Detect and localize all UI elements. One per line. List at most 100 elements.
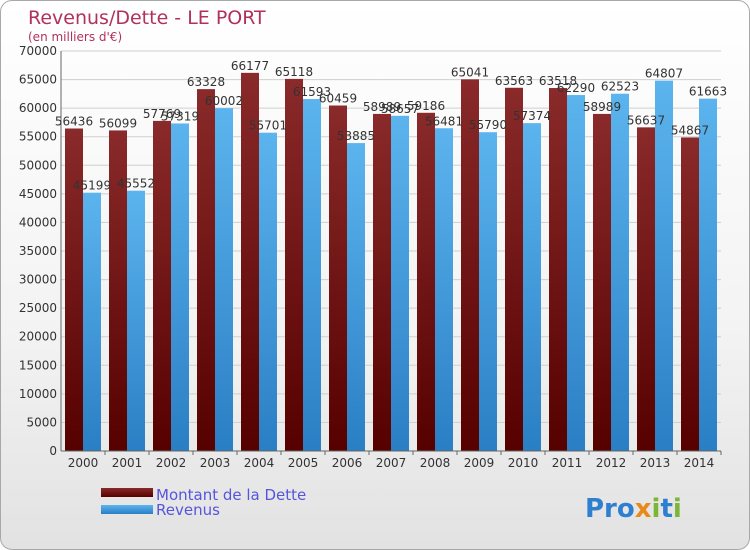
bar-revenus — [699, 98, 717, 451]
y-tick-label: 65000 — [19, 73, 57, 87]
x-tick-label: 2000 — [68, 456, 99, 470]
bar-revenus — [127, 190, 145, 451]
x-tick-label: 2005 — [288, 456, 319, 470]
x-tick-label: 2006 — [332, 456, 363, 470]
data-label: 65041 — [451, 65, 489, 79]
bars — [65, 72, 717, 452]
x-tick-label: 2002 — [156, 456, 187, 470]
bar-revenus — [479, 132, 497, 451]
x-tick-label: 2008 — [420, 456, 451, 470]
bar-revenus — [215, 108, 233, 451]
data-label: 63518 — [539, 74, 577, 88]
bar-dette — [285, 78, 303, 451]
x-tick-label: 2011 — [552, 456, 583, 470]
bar-revenus — [171, 123, 189, 451]
data-label: 45199 — [73, 179, 111, 193]
y-tick-label: 20000 — [19, 330, 57, 344]
bar-dette — [153, 120, 171, 452]
x-tick-label: 2010 — [508, 456, 539, 470]
y-tick-label: 15000 — [19, 358, 57, 372]
data-label: 63328 — [187, 75, 225, 89]
data-label: 57769 — [143, 107, 181, 121]
data-label: 55790 — [469, 118, 507, 132]
y-tick-label: 70000 — [19, 44, 57, 58]
x-tick-label: 2001 — [112, 456, 143, 470]
x-tick-label: 2004 — [244, 456, 275, 470]
data-label: 60002 — [205, 94, 243, 108]
logo-text: Proxiti — [585, 494, 682, 524]
legend: Montant de la Dette Revenus — [101, 486, 306, 519]
bar-dette — [461, 79, 479, 451]
data-label: 54867 — [671, 123, 709, 137]
bar-dette — [681, 137, 699, 451]
y-tick-label: 35000 — [19, 244, 57, 258]
y-tick-label: 60000 — [19, 101, 57, 115]
data-label: 56099 — [99, 116, 137, 130]
bar-revenus — [655, 80, 673, 451]
legend-label-revenus: Revenus — [156, 501, 220, 519]
data-label: 58657 — [381, 102, 419, 116]
legend-swatch-revenus — [101, 505, 153, 514]
y-tick-label: 30000 — [19, 273, 57, 287]
data-label: 62523 — [601, 80, 639, 94]
bar-dette — [373, 113, 391, 452]
bar-dette — [241, 72, 259, 452]
x-tick-label: 2014 — [684, 456, 715, 470]
y-tick-label: 10000 — [19, 387, 57, 401]
bar-dette — [417, 112, 435, 452]
chart-title: Revenus/Dette - LE PORT — [28, 7, 266, 29]
data-label: 59186 — [407, 99, 445, 113]
data-label: 56481 — [425, 114, 463, 128]
bar-dette — [637, 127, 655, 452]
y-tick-label: 50000 — [19, 158, 57, 172]
data-label: 61593 — [293, 85, 331, 99]
data-label: 55701 — [249, 119, 287, 133]
chart-subtitle: (en milliers d'€) — [28, 30, 122, 44]
data-label: 63563 — [495, 74, 533, 88]
data-label: 60459 — [319, 92, 357, 106]
x-tick-label: 2007 — [376, 456, 407, 470]
x-tick-label: 2003 — [200, 456, 231, 470]
data-label: 65118 — [275, 65, 313, 79]
bar-dette — [505, 87, 523, 451]
bar-revenus — [567, 95, 585, 452]
y-tick-label: 55000 — [19, 130, 57, 144]
y-tick-label: 45000 — [19, 187, 57, 201]
axes: 0 5000 10000 15000 20000 25000 30000 35000 40000… — [19, 44, 722, 470]
bar-dette — [329, 105, 347, 452]
bar-dette — [549, 88, 567, 451]
bar-revenus — [303, 99, 321, 451]
data-label: 61663 — [689, 85, 727, 99]
data-label: 45552 — [117, 177, 155, 191]
data-label: 57319 — [161, 109, 199, 123]
data-label: 53885 — [337, 129, 375, 143]
data-label: 56436 — [55, 115, 93, 129]
legend-swatch-debt — [101, 488, 153, 497]
bar-dette — [593, 113, 611, 452]
bar-revenus — [259, 132, 277, 452]
bar-dette — [109, 130, 127, 452]
data-label: 58989 — [583, 100, 621, 114]
bar-revenus — [83, 192, 101, 451]
bar-revenus — [611, 93, 629, 452]
y-tick-label: 40000 — [19, 215, 57, 229]
data-label: 56637 — [627, 113, 665, 127]
x-tick-label: 2009 — [464, 456, 495, 470]
y-tick-label: 25000 — [19, 301, 57, 315]
data-label: 57374 — [513, 109, 551, 123]
x-tick-label: 2013 — [640, 456, 671, 470]
legend-label-debt: Montant de la Dette — [156, 486, 306, 504]
bar-revenus — [523, 123, 541, 452]
bar-dette — [65, 128, 83, 451]
bar-revenus — [391, 115, 409, 452]
bar-dette — [197, 89, 215, 451]
data-label: 64807 — [645, 67, 683, 81]
bar-revenus — [347, 143, 365, 452]
x-tick-label: 2012 — [596, 456, 627, 470]
data-label: 66177 — [231, 59, 269, 73]
data-label: 62290 — [557, 81, 595, 95]
proxiti-logo: Proxiti — [585, 494, 682, 524]
